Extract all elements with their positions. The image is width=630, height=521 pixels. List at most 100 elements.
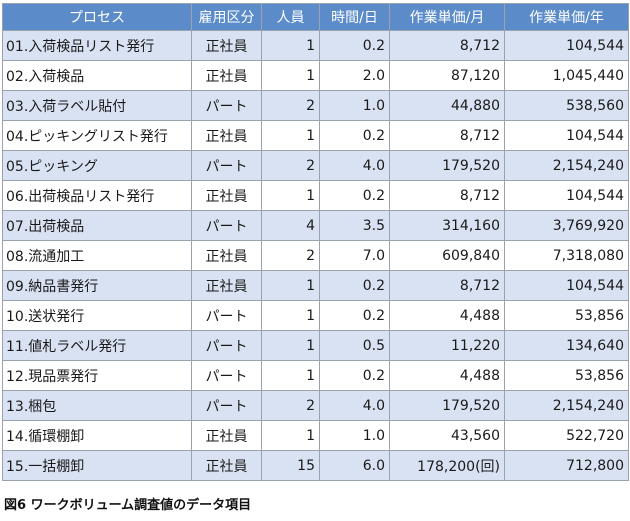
cell-cost-per-month: 8,712 (389, 120, 505, 151)
data-table-container: プロセス 雇用区分 人員 時間/日 作業単価/月 作業単価/年 01.入荷検品リスト発行正… (2, 3, 629, 481)
cell-cost-per-month: 179,520 (389, 390, 505, 421)
cell-cost-per-month: 314,160 (389, 210, 505, 241)
cell-employment-type: パート (191, 330, 262, 361)
cell-staff: 1 (261, 60, 320, 91)
table-row: 10.送状発行 パート 1 0.2 4,488 53,856 (2, 300, 629, 331)
cell-staff: 1 (261, 270, 320, 301)
cell-employment-type: パート (191, 210, 262, 241)
cell-cost-per-year: 53,856 (504, 300, 629, 331)
cell-staff: 2 (261, 90, 320, 121)
cell-employment-type: パート (191, 150, 262, 181)
cell-cost-per-year: 3,769,920 (504, 210, 629, 241)
header-cost-per-year: 作業単価/年 (504, 3, 629, 31)
cell-hours-per-day: 7.0 (319, 240, 390, 271)
table-row: 11.値札ラベル発行 パート 1 0.5 11,220 134,640 (2, 330, 629, 361)
cell-staff: 2 (261, 150, 320, 181)
cell-staff: 2 (261, 240, 320, 271)
cell-cost-per-month: 609,840 (389, 240, 505, 271)
cell-hours-per-day: 0.2 (319, 30, 390, 61)
table-row: 05.ピッキング パート 2 4.0 179,520 2,154,240 (2, 150, 629, 181)
header-process: プロセス (2, 3, 192, 31)
cell-hours-per-day: 4.0 (319, 390, 390, 421)
work-volume-table: プロセス 雇用区分 人員 時間/日 作業単価/月 作業単価/年 01.入荷検品リスト発行正… (2, 3, 629, 481)
cell-cost-per-year: 2,154,240 (504, 150, 629, 181)
table-row: 13.梱包 パート 2 4.0 179,520 2,154,240 (2, 390, 629, 421)
cell-staff: 4 (261, 210, 320, 241)
cell-process: 12.現品票発行 (2, 360, 192, 391)
cell-cost-per-year: 522,720 (504, 420, 629, 451)
cell-cost-per-month: 8,712 (389, 270, 505, 301)
cell-employment-type: 正社員 (191, 420, 262, 451)
cell-employment-type: パート (191, 360, 262, 391)
cell-cost-per-month: 44,880 (389, 90, 505, 121)
table-row: 07.出荷検品 パート 4 3.5 314,160 3,769,920 (2, 210, 629, 241)
cell-staff: 1 (261, 330, 320, 361)
header-row: プロセス 雇用区分 人員 時間/日 作業単価/月 作業単価/年 (2, 3, 629, 31)
cell-employment-type: 正社員 (191, 450, 262, 481)
cell-hours-per-day: 0.2 (319, 270, 390, 301)
cell-employment-type: 正社員 (191, 240, 262, 271)
table-row: 15.一括棚卸 正社員 15 6.0 178,200(回) 712,800 (2, 450, 629, 481)
cell-cost-per-month: 11,220 (389, 330, 505, 361)
cell-process: 02.入荷検品 (2, 60, 192, 91)
table-row: 04.ピッキングリスト発行 正社員 1 0.2 8,712 104,544 (2, 120, 629, 151)
cell-hours-per-day: 6.0 (319, 450, 390, 481)
figure-caption: 図6 ワークボリューム調査値のデータ項目 (4, 498, 252, 513)
cell-hours-per-day: 2.0 (319, 60, 390, 91)
cell-process: 10.送状発行 (2, 300, 192, 331)
cell-cost-per-month: 43,560 (389, 420, 505, 451)
cell-process: 08.流通加工 (2, 240, 192, 271)
cell-hours-per-day: 0.2 (319, 180, 390, 211)
cell-hours-per-day: 4.0 (319, 150, 390, 181)
cell-cost-per-year: 2,154,240 (504, 390, 629, 421)
cell-staff: 1 (261, 30, 320, 61)
header-staff: 人員 (261, 3, 320, 31)
cell-staff: 1 (261, 300, 320, 331)
cell-cost-per-year: 1,045,440 (504, 60, 629, 91)
cell-cost-per-month: 4,488 (389, 300, 505, 331)
cell-employment-type: パート (191, 90, 262, 121)
cell-cost-per-month: 179,520 (389, 150, 505, 181)
cell-cost-per-year: 538,560 (504, 90, 629, 121)
cell-cost-per-year: 712,800 (504, 450, 629, 481)
cell-cost-per-month: 4,488 (389, 360, 505, 391)
cell-employment-type: パート (191, 300, 262, 331)
cell-hours-per-day: 0.2 (319, 120, 390, 151)
cell-cost-per-year: 104,544 (504, 30, 629, 61)
cell-cost-per-year: 53,856 (504, 360, 629, 391)
cell-process: 13.梱包 (2, 390, 192, 421)
table-row: 03.入荷ラベル貼付 パート 2 1.0 44,880 538,560 (2, 90, 629, 121)
cell-cost-per-year: 104,544 (504, 120, 629, 151)
table-row: 14.循環棚卸 正社員 1 1.0 43,560 522,720 (2, 420, 629, 451)
cell-process: 01.入荷検品リスト発行 (2, 30, 192, 61)
cell-process: 15.一括棚卸 (2, 450, 192, 481)
cell-employment-type: 正社員 (191, 180, 262, 211)
cell-cost-per-year: 134,640 (504, 330, 629, 361)
table-row: 02.入荷検品 正社員 1 2.0 87,120 1,045,440 (2, 60, 629, 91)
cell-staff: 2 (261, 390, 320, 421)
table-row: 09.納品書発行 正社員 1 0.2 8,712 104,544 (2, 270, 629, 301)
cell-process: 06.出荷検品リスト発行 (2, 180, 192, 211)
header-employment-type: 雇用区分 (191, 3, 262, 31)
table-row: 12.現品票発行 パート 1 0.2 4,488 53,856 (2, 360, 629, 391)
cell-hours-per-day: 0.5 (319, 330, 390, 361)
cell-staff: 1 (261, 420, 320, 451)
cell-process: 14.循環棚卸 (2, 420, 192, 451)
cell-hours-per-day: 3.5 (319, 210, 390, 241)
cell-process: 07.出荷検品 (2, 210, 192, 241)
cell-process: 04.ピッキングリスト発行 (2, 120, 192, 151)
cell-cost-per-year: 104,544 (504, 270, 629, 301)
header-hours-per-day: 時間/日 (319, 3, 390, 31)
cell-hours-per-day: 0.2 (319, 300, 390, 331)
cell-hours-per-day: 0.2 (319, 360, 390, 391)
cell-employment-type: パート (191, 390, 262, 421)
cell-cost-per-month: 8,712 (389, 30, 505, 61)
cell-employment-type: 正社員 (191, 60, 262, 91)
cell-staff: 1 (261, 120, 320, 151)
cell-hours-per-day: 1.0 (319, 90, 390, 121)
cell-process: 09.納品書発行 (2, 270, 192, 301)
cell-staff: 1 (261, 180, 320, 211)
cell-employment-type: 正社員 (191, 120, 262, 151)
cell-hours-per-day: 1.0 (319, 420, 390, 451)
cell-cost-per-year: 7,318,080 (504, 240, 629, 271)
